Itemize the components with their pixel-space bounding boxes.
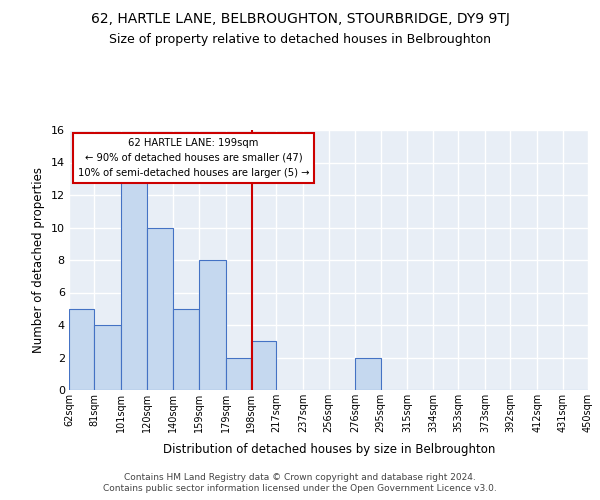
Text: Size of property relative to detached houses in Belbroughton: Size of property relative to detached ho… <box>109 32 491 46</box>
Y-axis label: Number of detached properties: Number of detached properties <box>32 167 45 353</box>
Text: Distribution of detached houses by size in Belbroughton: Distribution of detached houses by size … <box>163 442 495 456</box>
Bar <box>355 358 380 390</box>
Text: Contains public sector information licensed under the Open Government Licence v3: Contains public sector information licen… <box>103 484 497 493</box>
Text: Contains HM Land Registry data © Crown copyright and database right 2024.: Contains HM Land Registry data © Crown c… <box>124 472 476 482</box>
Bar <box>199 260 226 390</box>
Bar <box>94 325 121 390</box>
Bar <box>69 308 94 390</box>
Bar <box>251 341 277 390</box>
Text: 62 HARTLE LANE: 199sqm
← 90% of detached houses are smaller (47)
10% of semi-det: 62 HARTLE LANE: 199sqm ← 90% of detached… <box>77 138 309 177</box>
Bar <box>146 228 173 390</box>
Bar <box>226 358 251 390</box>
Text: 62, HARTLE LANE, BELBROUGHTON, STOURBRIDGE, DY9 9TJ: 62, HARTLE LANE, BELBROUGHTON, STOURBRID… <box>91 12 509 26</box>
Bar <box>173 308 199 390</box>
Bar <box>121 179 146 390</box>
